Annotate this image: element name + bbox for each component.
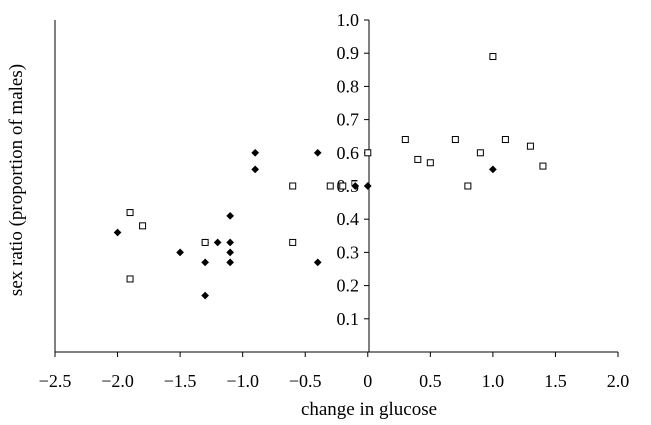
- x-tick-label: 0: [363, 371, 372, 391]
- filled-diamond-point: [226, 238, 235, 247]
- filled-diamond-point: [213, 238, 222, 247]
- x-tick-label: −1.0: [226, 371, 259, 391]
- open-square-point: [476, 149, 484, 157]
- x-tick-label: −2.5: [39, 371, 72, 391]
- y-tick-label: 0.3: [337, 242, 360, 262]
- open-square-point: [489, 53, 497, 61]
- filled-diamond-point: [176, 248, 185, 257]
- open-square-point: [201, 238, 209, 246]
- y-tick-label: 0.4: [337, 209, 360, 229]
- y-axis-label: sex ratio (proportion of males): [6, 64, 27, 296]
- filled-diamond-point: [201, 291, 210, 300]
- x-axis-label: change in glucose: [301, 399, 437, 420]
- open-square-point: [364, 149, 372, 157]
- filled-diamond-point: [113, 228, 122, 237]
- open-square-point: [126, 209, 134, 217]
- filled-diamond-point: [226, 248, 235, 257]
- open-square-point: [501, 136, 509, 144]
- open-square-point: [464, 182, 472, 190]
- x-tick-label: 1.5: [544, 371, 567, 391]
- filled-diamond-point: [251, 148, 260, 157]
- filled-diamond-point: [313, 148, 322, 157]
- filled-diamond-point: [313, 258, 322, 267]
- y-tick-labels: 0.1 0.2 0.3 0.4 0.5 0.6 0.7 0.8 0.9 1.0: [337, 10, 360, 329]
- open-square-point: [139, 222, 147, 230]
- x-tick-label: 1.0: [482, 371, 505, 391]
- open-square-point: [339, 182, 347, 190]
- open-square-point: [526, 142, 534, 150]
- x-tick-label: 0.5: [419, 371, 442, 391]
- y-tick-label: 0.5: [337, 176, 360, 196]
- x-tick-label: 2.0: [607, 371, 630, 391]
- x-tick-labels: −2.5 −2.0 −1.5 −1.0 −0.5 0 0.5 1.0 1.5 2.0: [39, 371, 630, 391]
- open-square-point: [401, 136, 409, 144]
- open-square-point: [289, 182, 297, 190]
- open-square-point: [126, 275, 134, 283]
- open-square-point: [414, 155, 422, 163]
- open-square-point: [451, 136, 459, 144]
- y-tick-label: 0.9: [337, 43, 360, 63]
- filled-diamond-point: [251, 165, 260, 174]
- y-tick-label: 0.7: [337, 110, 360, 130]
- filled-diamond-point: [201, 258, 210, 267]
- open-square-point: [426, 159, 434, 167]
- y-tick-label: 1.0: [337, 10, 360, 30]
- data-points: [113, 53, 547, 300]
- x-tick-label: −0.5: [289, 371, 322, 391]
- x-tick-label: −2.0: [101, 371, 134, 391]
- x-tick-label: −1.5: [164, 371, 197, 391]
- filled-diamond-point: [363, 182, 372, 190]
- filled-diamond-point: [351, 182, 360, 190]
- filled-diamond-point: [226, 258, 235, 267]
- open-square-point: [289, 238, 297, 246]
- y-tick-label: 0.6: [337, 143, 360, 163]
- y-tick-label: 0.8: [337, 76, 360, 96]
- y-tick-label: 0.1: [337, 309, 360, 329]
- open-square-point: [539, 162, 547, 170]
- filled-diamond-point: [226, 211, 235, 220]
- filled-diamond-point: [488, 165, 497, 174]
- open-square-point: [326, 182, 334, 190]
- y-tick-label: 0.2: [337, 276, 360, 296]
